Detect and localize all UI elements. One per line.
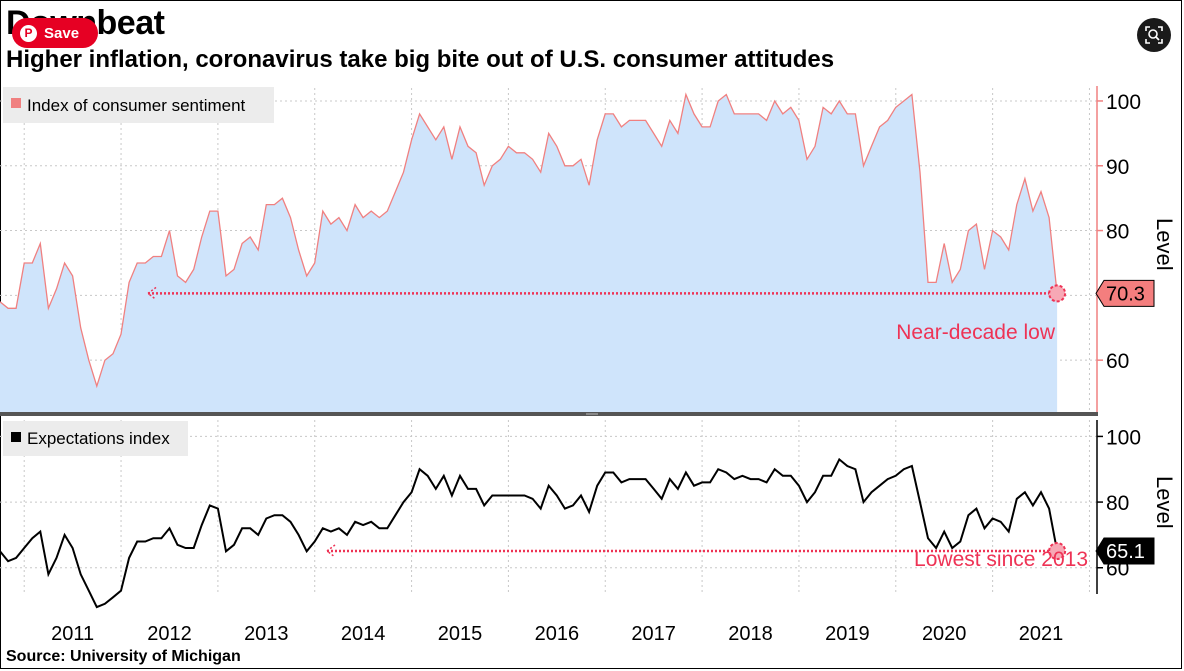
near-decade-low-annotation: Near-decade low — [896, 321, 1056, 344]
sentiment-legend-label: Index of consumer sentiment — [27, 96, 246, 115]
x-tick-label: 2014 — [341, 623, 386, 645]
x-tick-label: 2017 — [631, 623, 676, 645]
source-note: Source: University of Michigan — [6, 648, 241, 665]
pinterest-save-button[interactable]: P Save — [12, 18, 98, 48]
visual-search-button[interactable] — [1137, 18, 1171, 52]
y-tick-label: 60 — [1106, 350, 1129, 373]
expectations-callout-box — [1095, 537, 1155, 565]
panel-divider — [0, 412, 1098, 416]
expectations-line — [0, 457, 1059, 609]
x-tick-label: 2012 — [147, 623, 192, 645]
expectations-gridlines — [0, 420, 1097, 594]
x-tick-label: 2018 — [728, 623, 773, 645]
reference-arrow-left-bottom — [325, 544, 336, 558]
x-tick-label: 2011 — [51, 623, 94, 645]
sentiment-last-value: 70.3 — [1106, 283, 1145, 305]
y-tick-label: 80 — [1106, 221, 1129, 244]
sentiment-panel: Near-decade low 60 80 90 100 Level 70.3 Ind… — [0, 86, 1177, 412]
expectations-last-value-callout: 65.1 — [1095, 537, 1155, 565]
sentiment-callout-box — [1095, 279, 1155, 307]
expectations-y-axis-label: Level — [1152, 476, 1177, 529]
x-tick-label: 2013 — [244, 623, 289, 645]
chart-subtitle: Higher inflation, coronavirus take big b… — [6, 46, 835, 73]
y-tick-label: 90 — [1106, 156, 1129, 179]
sentiment-area — [0, 94, 1058, 412]
sentiment-y-axis-label: Level — [1152, 218, 1177, 271]
sentiment-legend: Index of consumer sentiment — [3, 87, 274, 123]
y-tick-label: 80 — [1106, 492, 1129, 515]
sentiment-last-value-marker — [1048, 284, 1067, 303]
x-tick-label: 2015 — [438, 623, 483, 645]
reference-arrow-left — [146, 286, 157, 301]
lowest-since-2013-annotation: Lowest since 2013 — [914, 548, 1088, 571]
sentiment-legend-box — [3, 87, 274, 123]
sentiment-y-ticks: 60 80 90 100 — [1097, 91, 1141, 373]
y-tick-label: 100 — [1106, 91, 1141, 114]
expectations-last-value-marker — [1048, 541, 1067, 560]
sentiment-last-value-callout: 70.3 — [1095, 279, 1155, 307]
sentiment-line — [0, 92, 1058, 389]
x-tick-label: 2016 — [535, 623, 580, 645]
y-tick-label: 100 — [1106, 426, 1141, 449]
expectations-legend: Expectations index — [3, 421, 188, 456]
x-tick-label: 2020 — [922, 623, 967, 645]
expectations-legend-swatch — [11, 432, 21, 442]
visual-search-icon — [1145, 26, 1163, 44]
expectations-legend-box — [3, 421, 188, 456]
sentiment-legend-swatch — [11, 98, 21, 108]
pinterest-icon: P — [20, 24, 37, 42]
expectations-legend-label: Expectations index — [27, 429, 170, 448]
x-tick-label: 2019 — [825, 623, 870, 645]
x-tick-label: 2021 — [1019, 623, 1064, 645]
expectations-last-value: 65.1 — [1106, 541, 1145, 563]
save-label: Save — [44, 24, 80, 42]
x-axis-tick-labels: 2011 2012 2013 2014 2015 2016 2017 2018 2019 2020… — [51, 623, 1063, 645]
